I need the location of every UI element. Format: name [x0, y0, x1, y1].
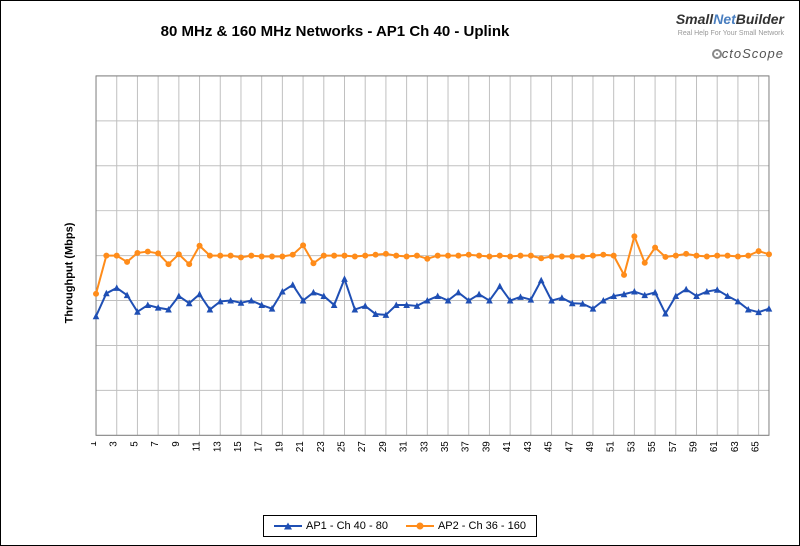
svg-text:11: 11 — [191, 441, 202, 452]
svg-text:57: 57 — [668, 441, 679, 452]
svg-text:33: 33 — [419, 441, 430, 452]
svg-text:51: 51 — [606, 441, 617, 452]
svg-text:47: 47 — [564, 441, 575, 452]
svg-text:41: 41 — [502, 441, 513, 452]
svg-text:53: 53 — [626, 441, 637, 452]
svg-text:61: 61 — [709, 441, 720, 452]
legend: AP1 - Ch 40 - 80 AP2 - Ch 36 - 160 — [263, 515, 537, 537]
svg-text:9: 9 — [171, 441, 182, 447]
svg-text:39: 39 — [481, 441, 492, 452]
svg-text:13: 13 — [212, 441, 223, 452]
svg-text:19: 19 — [274, 441, 285, 452]
legend-label: AP2 - Ch 36 - 160 — [438, 520, 526, 532]
svg-text:43: 43 — [523, 441, 534, 452]
svg-text:21: 21 — [295, 441, 306, 452]
svg-text:55: 55 — [647, 441, 658, 452]
svg-text:49: 49 — [585, 441, 596, 452]
svg-text:59: 59 — [688, 441, 699, 452]
svg-text:1: 1 — [91, 441, 99, 447]
svg-text:63: 63 — [730, 441, 741, 452]
svg-text:17: 17 — [254, 441, 265, 452]
svg-text:29: 29 — [378, 441, 389, 452]
svg-text:27: 27 — [357, 441, 368, 452]
svg-text:3: 3 — [109, 441, 120, 447]
svg-text:65: 65 — [751, 441, 762, 452]
legend-item-ap2: AP2 - Ch 36 - 160 — [406, 520, 526, 532]
chart-area: Throughput (Mbps) Time (sec) 01002003004… — [31, 61, 784, 485]
svg-text:25: 25 — [336, 441, 347, 452]
legend-item-ap1: AP1 - Ch 40 - 80 — [274, 520, 388, 532]
y-axis-label: Throughput (Mbps) — [63, 223, 75, 324]
brand-logo-octoscope: ctoScope — [712, 46, 784, 61]
legend-label: AP1 - Ch 40 - 80 — [306, 520, 388, 532]
svg-text:23: 23 — [316, 441, 327, 452]
svg-text:15: 15 — [233, 441, 244, 452]
chart-svg: 0100200300400500600700800135791113151719… — [91, 71, 774, 455]
svg-text:31: 31 — [399, 441, 410, 452]
svg-text:45: 45 — [543, 441, 554, 452]
plot-region: 0100200300400500600700800135791113151719… — [91, 71, 774, 455]
svg-text:35: 35 — [440, 441, 451, 452]
svg-text:5: 5 — [129, 441, 140, 447]
brand-logo-smallnetbuilder: SmallNetBuilder Real Help For Your Small… — [676, 11, 784, 37]
svg-text:37: 37 — [461, 441, 472, 452]
chart-title: 80 MHz & 160 MHz Networks - AP1 Ch 40 - … — [1, 23, 669, 40]
svg-text:7: 7 — [150, 441, 161, 447]
